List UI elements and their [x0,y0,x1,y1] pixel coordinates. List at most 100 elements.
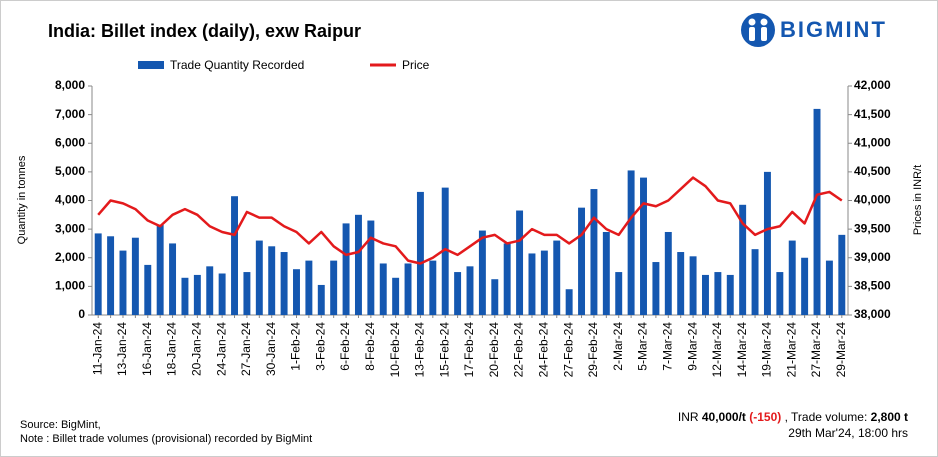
bar [317,284,325,315]
y2-tick-label: 40,000 [854,193,891,207]
y2-tick-label: 38,500 [854,279,891,293]
x-tick-label: 19-Mar-24 [760,322,774,378]
bar [615,272,623,315]
bar [404,263,412,315]
logo: BIGMINT [741,13,887,47]
bar [169,243,177,315]
bar [813,108,821,316]
bar [640,177,647,315]
y2-tick-label: 42,000 [854,78,891,92]
summary-volume-label: , Trade volume: [781,410,870,424]
x-tick-label: 1-Feb-24 [289,322,303,371]
bar [553,240,561,315]
x-tick-label: 13-Jan-24 [115,322,129,376]
x-tick-label: 21-Mar-24 [784,322,798,378]
y-tick-label: 8,000 [55,78,85,92]
x-tick-label: 11-Jan-24 [90,322,104,375]
bar [677,252,685,315]
summary-prefix: INR [678,410,702,424]
bar [342,223,350,315]
bar [540,250,548,315]
x-tick-label: 8-Feb-24 [363,322,377,371]
y2-tick-label: 39,000 [854,250,891,264]
bar [255,240,263,315]
note: Note : Billet trade volumes (provisional… [20,433,312,445]
bar [751,249,759,315]
bar [739,204,747,315]
bar [193,274,201,315]
bar [305,260,313,315]
bar [801,257,809,315]
bar [354,214,362,315]
x-tick-label: 27-Mar-24 [809,322,823,378]
chart-title: India: Billet index (daily), exw Raipur [48,21,361,41]
bar [726,274,734,315]
y-axis-title: Quantity in tonnes [16,155,28,244]
x-tick-label: 10-Feb-24 [388,322,402,378]
bar [702,274,709,315]
x-tick-label: 17-Feb-24 [462,322,476,378]
bar [466,266,474,315]
y2-tick-label: 41,500 [854,107,891,121]
bar [763,171,771,315]
bar [429,260,437,315]
summary-volume: 2,800 t [871,410,908,424]
bar [280,252,288,315]
x-tick-label: 20-Feb-24 [487,322,501,378]
summary-change: (-150) [746,410,781,424]
bar [119,250,127,315]
y-tick-label: 0 [78,307,85,321]
bar [590,189,598,315]
source: Source: BigMint, [20,419,101,431]
bar [652,262,660,315]
y-tick-label: 4,000 [55,193,85,207]
bar [392,277,400,315]
x-tick-label: 14-Mar-24 [735,322,749,378]
timestamp: 29th Mar'24, 18:00 hrs [788,426,908,440]
bar [627,170,635,315]
x-tick-label: 30-Jan-24 [264,322,278,376]
y2-tick-label: 40,500 [854,164,891,178]
x-tick-label: 5-Mar-24 [636,322,650,371]
bar [231,196,238,315]
bar [825,260,833,315]
bar [330,260,338,315]
x-tick-label: 27-Jan-24 [239,322,253,376]
y-tick-label: 7,000 [55,107,85,121]
bar [478,230,486,315]
x-tick-label: 20-Jan-24 [190,322,204,376]
bar [293,269,300,315]
x-tick-label: 29-Mar-24 [834,322,848,378]
bar [516,210,524,315]
bar [664,231,672,315]
y-tick-label: 1,000 [55,279,85,293]
bar [379,263,387,315]
x-tick-label: 29-Feb-24 [586,322,600,378]
x-tick-label: 2-Mar-24 [611,322,625,371]
x-tick-label: 9-Mar-24 [685,322,699,371]
legend-label: Price [402,58,430,72]
y-tick-label: 6,000 [55,135,85,149]
bar [528,253,536,315]
y2-tick-label: 38,000 [854,307,891,321]
x-tick-label: 6-Feb-24 [338,322,352,371]
y2-tick-label: 41,000 [854,135,891,149]
bar [714,272,722,315]
bar [838,234,846,315]
summary-price: 40,000/t [702,410,746,424]
x-tick-label: 3-Feb-24 [313,322,327,371]
bar [206,266,214,315]
bar [689,256,697,315]
y-tick-label: 2,000 [55,250,85,264]
x-tick-label: 12-Mar-24 [710,322,724,378]
x-tick-label: 15-Feb-24 [437,322,451,378]
legend-label: Trade Quantity Recorded [170,58,304,72]
brand: BIGMINT [780,17,887,42]
bar [416,191,424,315]
x-tick-label: 27-Feb-24 [561,322,575,378]
bar [156,224,164,315]
bar [578,207,586,315]
y2-tick-label: 39,500 [854,221,891,235]
